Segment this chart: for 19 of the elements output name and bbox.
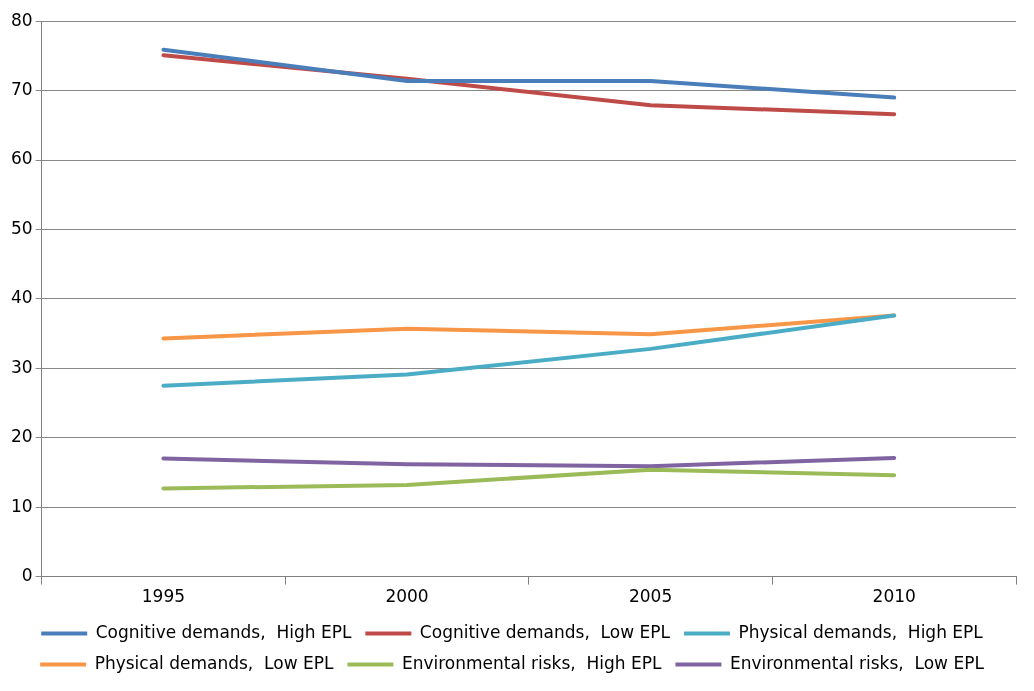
y-tick-label: 80 (10, 9, 33, 30)
legend-label: Physical demands, High EPL (738, 621, 984, 642)
x-tick-label: 2010 (872, 586, 916, 607)
legend-label: Physical demands, Low EPL (94, 652, 334, 673)
y-tick-label: 30 (10, 356, 33, 377)
legend-label: Cognitive demands, Low EPL (419, 621, 671, 642)
y-tick-label: 0 (21, 565, 33, 586)
y-tick-label: 40 (10, 287, 33, 308)
legend-label: Environmental risks, Low EPL (729, 652, 985, 673)
y-tick-label: 10 (10, 495, 33, 516)
x-tick-label: 2005 (628, 586, 673, 607)
y-tick-label: 50 (10, 217, 33, 238)
y-tick-label: 70 (10, 79, 33, 100)
legend-label: Cognitive demands, High EPL (95, 621, 352, 642)
y-tick-label: 60 (10, 148, 33, 169)
x-tick-label: 2000 (385, 586, 429, 607)
x-tick-label: 1995 (141, 586, 186, 607)
legend-label: Environmental risks, High EPL (401, 652, 662, 673)
y-tick-label: 20 (10, 426, 33, 447)
